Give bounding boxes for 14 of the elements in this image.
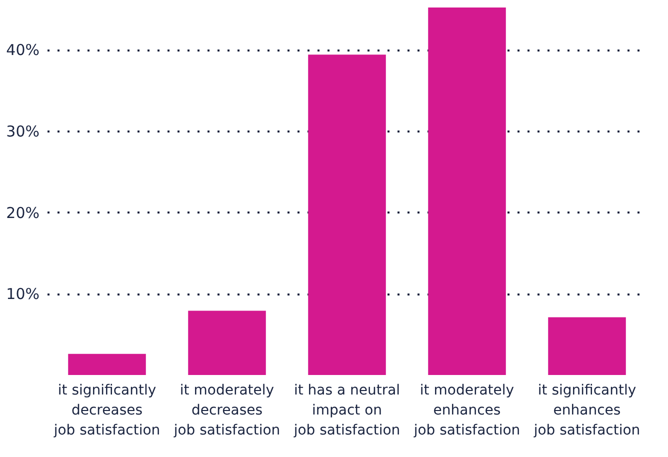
x-tick-label: it significantly enhances job satisfaction [532, 382, 640, 438]
bar [308, 54, 386, 375]
bar [548, 317, 626, 375]
y-tick-label: 30% [6, 122, 40, 141]
x-tick-label: it significantly decreases job satisfaction [52, 382, 160, 438]
x-tick-label: it moderately decreases job satisfaction [172, 382, 280, 438]
x-tick-label: it moderately enhances job satisfaction [412, 382, 520, 438]
bar [428, 7, 506, 375]
bar [188, 310, 266, 375]
y-tick-label: 40% [6, 41, 40, 60]
bar [68, 354, 146, 375]
y-tick-label: 10% [6, 285, 40, 304]
x-tick-label: it has a neutral impact on job satisfaction [292, 382, 400, 438]
y-tick-label: 20% [6, 204, 40, 222]
